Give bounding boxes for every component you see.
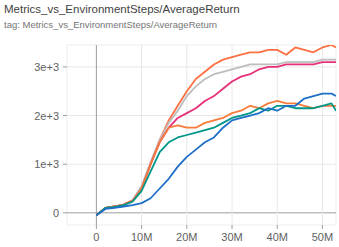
y-tick-label: 1e+3	[34, 158, 59, 170]
y-tick	[63, 164, 67, 165]
y-tick	[63, 115, 67, 116]
x-tick	[186, 225, 187, 229]
y-tick	[63, 212, 67, 213]
x-tick-label: 10M	[131, 231, 152, 243]
series-line	[96, 101, 336, 215]
x-grid-line	[322, 45, 323, 225]
y-tick-label: 0	[53, 207, 59, 219]
subtitle: tag: Metrics_vs_EnvironmentSteps/Average…	[4, 19, 217, 30]
series-line	[96, 62, 336, 215]
title: Metrics_vs_EnvironmentSteps/AverageRetur…	[4, 3, 240, 15]
y-grid-line	[67, 115, 336, 116]
x-grid-line	[96, 45, 97, 225]
series-line	[96, 45, 336, 215]
x-tick-label: 20M	[176, 231, 197, 243]
chart-svg: Metrics_vs_EnvironmentSteps/AverageRetur…	[0, 0, 339, 247]
x-tick-label: 0	[93, 231, 99, 243]
chart-root: Metrics_vs_EnvironmentSteps/AverageRetur…	[0, 0, 339, 247]
y-tick-label: 2e+3	[34, 110, 59, 122]
series-line	[96, 103, 336, 215]
x-tick	[232, 225, 233, 229]
y-tick-label: 3e+3	[34, 61, 59, 73]
series-line	[96, 60, 336, 216]
plot-frame	[67, 45, 336, 225]
x-tick	[322, 225, 323, 229]
x-grid-line	[141, 45, 142, 225]
y-tick	[63, 66, 67, 67]
x-tick	[96, 225, 97, 229]
x-grid-line	[232, 45, 233, 225]
y-grid-line	[67, 212, 336, 213]
x-tick-label: 40M	[267, 231, 288, 243]
x-tick-label: 50M	[312, 231, 333, 243]
x-grid-line	[277, 45, 278, 225]
x-tick	[141, 225, 142, 229]
y-grid-line	[67, 66, 336, 67]
series-group	[96, 45, 336, 215]
y-grid-line	[67, 164, 336, 165]
x-tick	[277, 225, 278, 229]
series-line	[96, 94, 336, 216]
x-tick-label: 30M	[221, 231, 242, 243]
